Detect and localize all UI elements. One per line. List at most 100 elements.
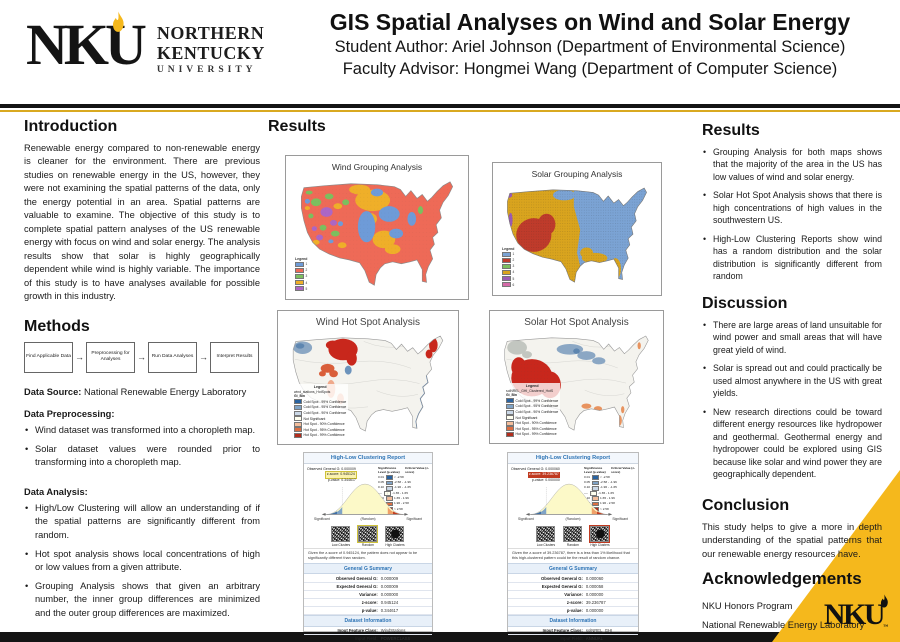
map-title: Solar Grouping Analysis xyxy=(531,169,623,179)
legend-title: Legend xyxy=(502,247,515,252)
curve-labels: Significant (Random) Significant xyxy=(518,517,628,521)
legend-color-chip xyxy=(294,433,302,438)
dataset-table: Input Feature Class: solNREL_GHI Input Fi… xyxy=(508,627,638,642)
row-value: 39.236787 xyxy=(585,600,606,606)
row-label: Input Field: xyxy=(355,635,378,641)
bullet-item: Solar is spread out and could practicall… xyxy=(702,362,882,399)
crit-value: 1.65 - 1.96 xyxy=(394,495,409,500)
nku-acronym: NKU xyxy=(823,598,886,631)
row-label: z-score: xyxy=(361,600,378,606)
low-clusters-thumb: Low Clusters xyxy=(331,526,351,547)
legend-color-chip xyxy=(385,485,393,491)
crit-value: 1.65 - 1.96 xyxy=(600,495,615,500)
report-legend-row: ---- -1.65 - 1.65 xyxy=(584,491,636,496)
center-results-heading: Results xyxy=(268,118,326,135)
legend-label: Not Significant xyxy=(303,416,326,421)
row-value: 0.000058 xyxy=(585,583,604,589)
poster-header: NKU NORTHERN KENTUCKY UNIVERSITY GIS Spa… xyxy=(0,0,900,104)
legend-row: Cold Spot - 90% Confidence xyxy=(506,409,558,415)
bottom-black-bar xyxy=(0,632,900,642)
legend-row: Hot Spot - 90% Confidence xyxy=(506,420,558,426)
legend-row: Cold Spot - 99% Confidence xyxy=(506,398,559,404)
bell-curve xyxy=(321,483,409,516)
center-column: Results Wind Grouping Analysis xyxy=(268,118,694,642)
report-legend-row: 0.01 < -2.58 xyxy=(584,475,636,480)
report-caption: Given the z-score of 39.236787, there is… xyxy=(508,548,638,563)
nku-acronym: NKU xyxy=(26,12,147,77)
row-value: 0.000060 xyxy=(585,575,604,581)
row-value: 0.000000 xyxy=(585,591,604,597)
legend-color-chip xyxy=(506,409,514,415)
flow-arrow-icon: → xyxy=(75,352,84,363)
significant-right-label: Significant xyxy=(612,517,628,521)
table-row: Variance: 0.000000 xyxy=(304,591,432,599)
wind-hotspot-map-card: Wind Hot Spot Analysis xyxy=(277,310,459,445)
row-label: z-score: xyxy=(566,600,583,606)
row-value: 0.000000 xyxy=(585,608,604,614)
sig-value: ---- xyxy=(584,490,589,495)
row-label: p-value: xyxy=(361,608,378,614)
legend-label: 3 xyxy=(512,264,515,269)
preprocessing-bullets: Wind dataset was transformed into a chor… xyxy=(24,424,260,470)
table-row: Expected General G: 0.000009 xyxy=(304,583,432,591)
bell-curve xyxy=(525,483,613,516)
legend-row: Hot Spot - 99% Confidence xyxy=(506,432,558,437)
crit-value: -1.96 - -1.65 xyxy=(600,485,617,490)
nku-corner-logo: NKU ™ xyxy=(824,600,888,630)
legend-color-chip xyxy=(589,491,597,496)
bullet-item: Solar Hot Spot Analysis shows that there… xyxy=(702,189,882,226)
row-label: Expected General G: xyxy=(336,583,378,589)
sig-value: 0.05 xyxy=(378,480,385,485)
sig-value: 0.01 xyxy=(584,474,591,479)
legend-label: Hot Spot - 95% Confidence xyxy=(515,426,557,431)
legend-color-chip xyxy=(294,399,302,405)
legend-row: 2 xyxy=(502,257,515,263)
legend-label: 2 xyxy=(305,268,308,273)
legend-label: 1 xyxy=(512,252,515,257)
legend-color-chip xyxy=(591,480,599,486)
legend-field-name: Gi_Bin xyxy=(294,394,305,399)
summary-table: Observed General G: 0.000060 Expected Gen… xyxy=(508,574,638,616)
legend-row: 6 xyxy=(502,281,514,288)
bullet-item: Solar dataset values were rounded prior … xyxy=(24,443,260,469)
sig-value: 0.01 xyxy=(378,474,385,479)
wind-grouping-map xyxy=(290,173,464,295)
table-row: Variance: 0.000000 xyxy=(508,591,638,599)
row-label: Expected General G: xyxy=(541,583,583,589)
legend-row: Hot Spot - 99% Confidence xyxy=(294,433,346,438)
legend-color-chip xyxy=(591,501,599,507)
legend-label: 2 xyxy=(512,258,515,263)
solar-hotspot-legend: Legend solNREL_GHI_Clustered_HotS Gi_Bin… xyxy=(504,382,561,438)
noise-thumbnail xyxy=(357,525,379,544)
legend-layer-name: solNREL_GHI_Clustered_HotS xyxy=(506,389,554,393)
crit-value: -1.65 - 1.65 xyxy=(392,490,408,495)
noise-thumbnail xyxy=(589,525,611,544)
legend-label: 4 xyxy=(512,270,515,275)
legend-layer-name: wind_stations_HotSpots xyxy=(294,390,331,394)
bullet-item: New research directions could be toward … xyxy=(702,406,882,481)
acknowledgement-line: NKU Honors Program xyxy=(702,601,793,612)
significant-left-label: Significant xyxy=(518,517,534,521)
legend-label: Cold Spot - 99% Confidence xyxy=(515,398,559,403)
solar-grouping-map-card: Solar Grouping Analysis xyxy=(492,162,662,296)
legend-label: 4 xyxy=(305,280,308,285)
legend-row: 5 xyxy=(502,275,514,282)
legend-color-chip xyxy=(591,485,599,491)
solar-grouping-legend: Legend 1 2 3 4 5 6 xyxy=(502,247,514,288)
legend-row: Hot Spot - 90% Confidence xyxy=(294,421,346,427)
random-label: (Random) xyxy=(565,517,581,521)
row-label: Observed General G: xyxy=(541,575,583,581)
flow-arrow-icon: → xyxy=(199,352,208,363)
bullet-item: Grouping Analysis shows that given an ar… xyxy=(24,580,260,620)
report-caption: Given the z-score of 0.945124, the patte… xyxy=(304,548,432,563)
data-source-line: Data Source: National Renewable Energy L… xyxy=(24,387,260,397)
legend-color-chip xyxy=(294,416,302,422)
cluster-thumbnails: Low Clusters Random High Clusters xyxy=(508,525,638,547)
report-legend-row: 0.10 -1.96 - -1.65 xyxy=(378,486,430,491)
crit-value: -1.65 - 1.65 xyxy=(598,490,614,495)
wind-grouping-map-card: Wind Grouping Analysis xyxy=(285,155,469,300)
dataset-band: Dataset Information xyxy=(304,615,432,627)
legend-row: Hot Spot - 95% Confidence xyxy=(506,426,558,432)
row-label: Input Field: xyxy=(560,635,583,641)
legend-color-chip xyxy=(295,279,304,286)
